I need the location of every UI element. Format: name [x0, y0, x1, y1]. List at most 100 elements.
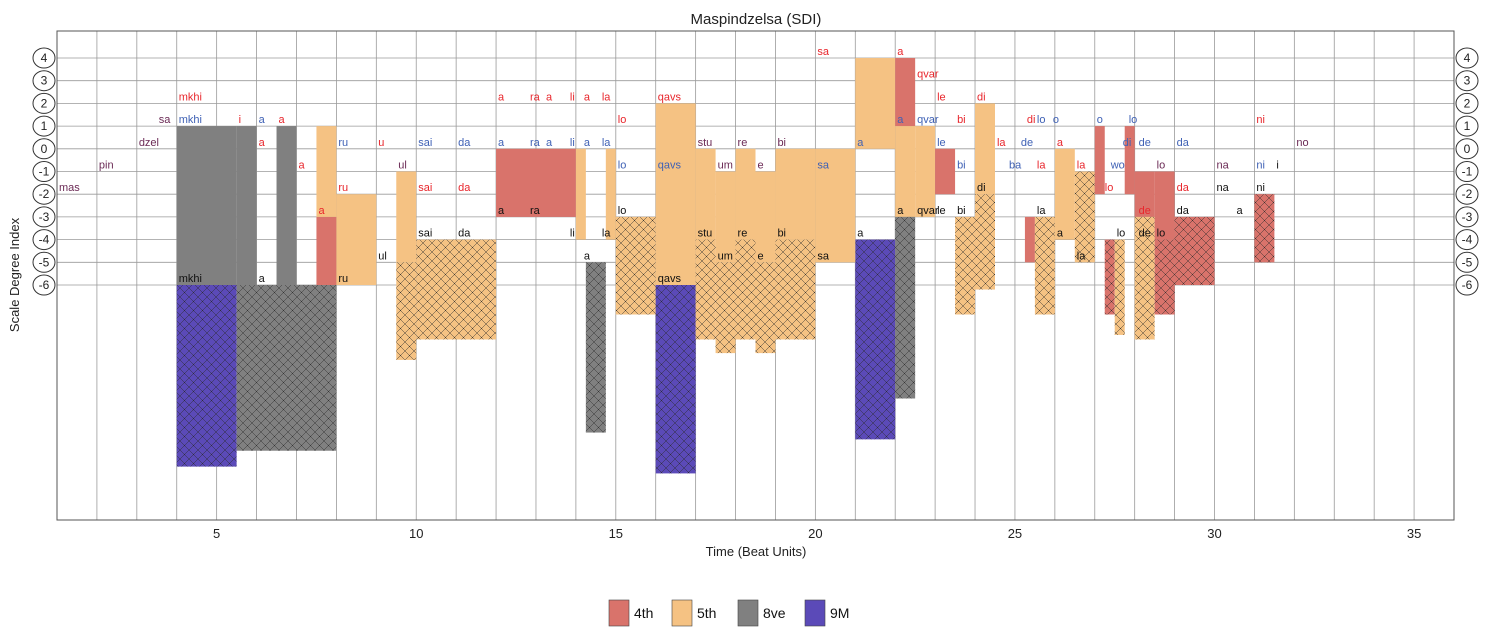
- syllable-label: de: [1021, 137, 1033, 149]
- legend-swatch-9M: [804, 599, 826, 627]
- syllable-label: le: [937, 137, 946, 149]
- syllable-label: lo: [618, 205, 627, 217]
- syllable-label: i: [1276, 160, 1278, 172]
- interval-hatch-5th: [955, 216, 976, 315]
- y-tick-badge: [1455, 183, 1479, 205]
- syllable-label: bi: [777, 228, 786, 240]
- interval-hatch-4th: [1254, 194, 1275, 263]
- syllable-label: ni: [1256, 114, 1265, 126]
- syllable-label: lo: [1037, 114, 1046, 126]
- chart-title: Maspindzelsa (SDI): [691, 11, 822, 28]
- interval-bar-5th: [855, 58, 896, 149]
- y-tick-badge: [1455, 92, 1479, 114]
- interval-hatch-8ve: [236, 285, 337, 451]
- interval-hatch-8ve: [895, 216, 916, 399]
- syllable-label: a: [584, 250, 591, 262]
- x-tick-label: 25: [1008, 526, 1022, 541]
- interval-hatch-5th: [735, 239, 756, 340]
- syllable-label: a: [259, 114, 266, 126]
- syllable-label: a: [318, 205, 325, 217]
- interval-bar-8ve: [276, 126, 297, 285]
- syllable-label: mkhi: [179, 273, 202, 285]
- interval-hatch-5th: [975, 194, 995, 290]
- syllable-label: a: [498, 91, 505, 103]
- syllable-label: qvar: [917, 69, 939, 81]
- y-tick-badge: [1455, 274, 1479, 296]
- x-tick-labels: 5 10 15 20 25 30 35: [213, 526, 1421, 541]
- syllable-label: na: [1217, 160, 1230, 172]
- interval-bar-4th: [895, 58, 916, 127]
- syllable-label: a: [584, 91, 591, 103]
- interval-hatch-8ve: [585, 262, 606, 433]
- y-tick-label: 2: [41, 96, 48, 110]
- syllable-label: la: [1077, 160, 1086, 172]
- syllable-label: mkhi: [179, 91, 202, 103]
- y-tick-badge: [1455, 70, 1479, 92]
- syllable-label: lo: [1157, 160, 1166, 172]
- syllable-label: a: [498, 137, 505, 149]
- y-tick-badge: [32, 138, 56, 160]
- syllable-label: bi: [777, 137, 786, 149]
- syllable-label: a: [546, 137, 553, 149]
- syllable-label: da: [458, 182, 471, 194]
- interval-bar-4th: [316, 216, 337, 285]
- syllable-label: ul: [378, 250, 387, 262]
- syllable-label: wo: [1110, 160, 1125, 172]
- syllable-label: a: [498, 205, 505, 217]
- syllable-label: sa: [817, 46, 830, 58]
- interval-bar-5th: [755, 171, 776, 263]
- interval-bar-5th: [575, 148, 586, 240]
- interval-hatch-5th: [416, 239, 497, 340]
- syllable-label: sa: [817, 250, 830, 262]
- legend-label: 8ve: [763, 605, 786, 621]
- y-tick-label: 1: [41, 119, 48, 133]
- y-tick-badge: [32, 92, 56, 114]
- syllable-label: la: [997, 137, 1006, 149]
- syllable-label: a: [259, 273, 266, 285]
- y-tick-badge: [32, 229, 56, 251]
- syllable-label: qavs: [658, 273, 682, 285]
- syllable-label: bi: [957, 114, 966, 126]
- interval-bar-5th: [895, 126, 916, 217]
- syllable-label: de: [1139, 137, 1151, 149]
- y-tick-label: 0: [1464, 142, 1471, 156]
- syllable-label: la: [602, 91, 611, 103]
- interval-bars: [176, 58, 1275, 474]
- y-tick-label: -5: [1462, 255, 1473, 269]
- interval-bar-8ve: [236, 126, 257, 285]
- y-tick-label: -2: [39, 187, 50, 201]
- y-tick-badge: [32, 251, 56, 273]
- syllable-label: di: [1027, 114, 1036, 126]
- interval-hatch-5th: [755, 262, 776, 354]
- interval-bar-5th: [655, 103, 696, 286]
- y-tick-label: -4: [39, 233, 50, 247]
- interval-bar-5th: [775, 148, 816, 240]
- syllable-label: qvar: [917, 114, 939, 126]
- syllable-label: a: [279, 114, 286, 126]
- syllable-label: a: [1057, 137, 1064, 149]
- syllable-label: stu: [698, 137, 713, 149]
- legend-swatch-8ve: [737, 599, 759, 627]
- y-tick-label: 3: [41, 74, 48, 88]
- y-tick-label: -1: [39, 165, 50, 179]
- y-tick-badge: [32, 183, 56, 205]
- interval-bar-5th: [915, 126, 936, 217]
- interval-hatch-9M: [655, 285, 696, 474]
- y-tick-badge: [1455, 229, 1479, 251]
- syllable-label: a: [897, 46, 904, 58]
- syllable-label: qavs: [658, 160, 682, 172]
- syllable-label: ra: [530, 91, 541, 103]
- y-tick-label: 4: [1464, 51, 1471, 65]
- syllable-label: ru: [338, 137, 348, 149]
- y-tick-label: -5: [39, 255, 50, 269]
- y-tick-badge: [32, 274, 56, 296]
- interval-bar-5th: [715, 171, 736, 263]
- syllable-label: ni: [1256, 160, 1265, 172]
- interval-hatch-9M: [855, 239, 896, 440]
- syllable-label: lo: [618, 114, 627, 126]
- syllable-label: o: [1097, 114, 1103, 126]
- syllable-label: a: [1236, 205, 1243, 217]
- syllable-label: sai: [418, 228, 432, 240]
- syllable-label: um: [718, 160, 733, 172]
- y-tick-label: -3: [1462, 210, 1473, 224]
